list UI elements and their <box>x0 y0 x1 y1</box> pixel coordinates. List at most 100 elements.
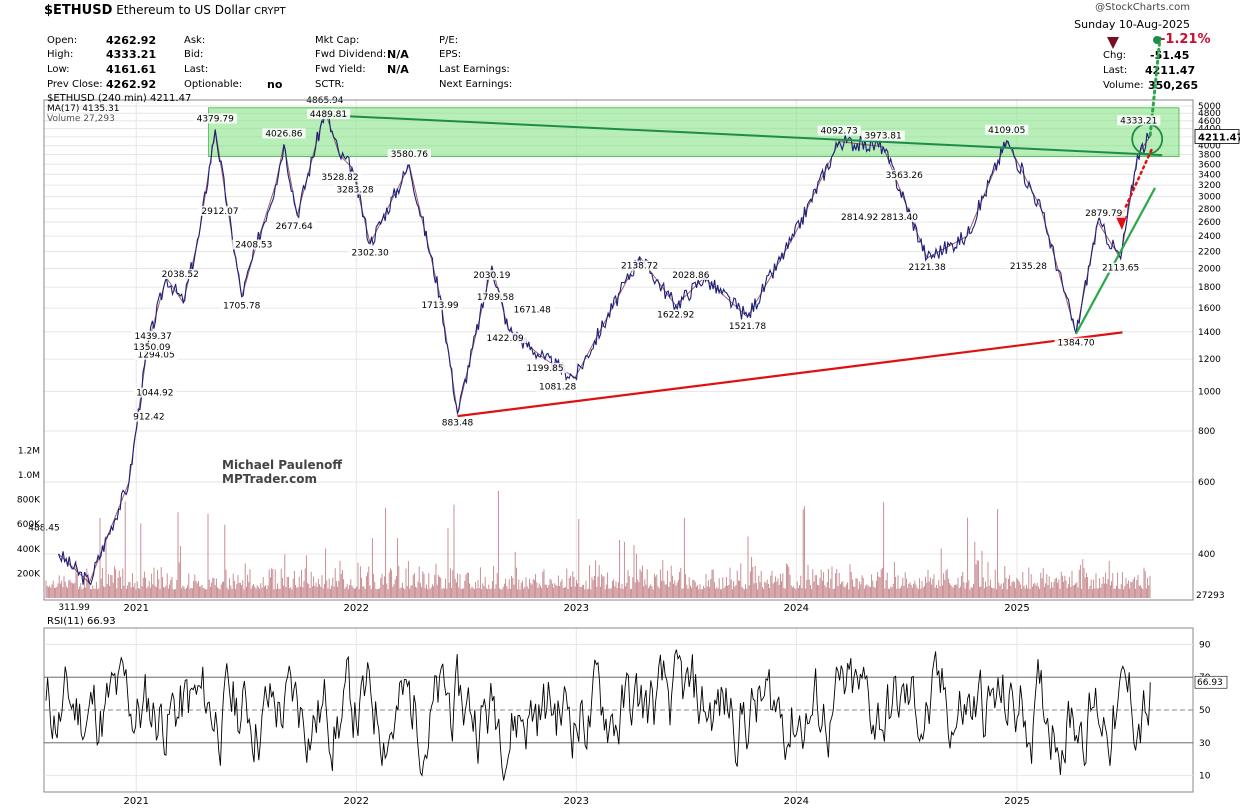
price-label-bg <box>418 299 462 310</box>
price-label: 1622.92 <box>657 311 694 321</box>
price-tick-label: 5000 <box>1198 102 1221 112</box>
price-label: 2038.52 <box>162 270 199 280</box>
price-tick-label: 4000 <box>1198 142 1221 152</box>
price-line <box>57 109 1151 586</box>
legend-ma: MA(17) 4135.31 <box>47 104 120 114</box>
price-label: 2138.72 <box>621 262 658 272</box>
price-tick-label: 4800 <box>1198 109 1221 119</box>
eps-label: EPS: <box>439 49 462 60</box>
price-label: 2135.28 <box>1010 262 1047 272</box>
symbol: $ETHUSD <box>44 3 113 18</box>
price-label-bg <box>262 128 306 139</box>
price-tick-label: 2400 <box>1198 232 1221 242</box>
price-label: 2113.65 <box>1102 264 1139 274</box>
price-label: 4333.21 <box>1120 116 1157 126</box>
price-label-bg <box>669 269 713 280</box>
x-tick-label: 2023 <box>564 603 589 614</box>
high-label: High: <box>47 49 74 60</box>
price-label: 311.99 <box>58 603 90 613</box>
price-label-bg <box>55 602 93 612</box>
price-tick-label: 3000 <box>1198 193 1221 203</box>
price-label-bg <box>198 205 242 216</box>
price-label: 2814.92 <box>841 213 878 223</box>
price-label-bg <box>861 130 905 141</box>
price-label: 2408.53 <box>235 241 272 251</box>
volume-bars <box>45 491 1151 598</box>
prevclose-value: 4262.92 <box>106 78 157 91</box>
last-earnings-label: Last Earnings: <box>439 64 510 75</box>
volume-tick-label: 200K <box>17 569 41 579</box>
price-label: 3973.81 <box>865 132 902 142</box>
rsi-label: RSI(11) 66.93 <box>47 616 116 627</box>
resistance-trendline <box>324 114 1163 157</box>
price-label: 2121.38 <box>909 263 946 273</box>
projection-down <box>1120 148 1153 217</box>
price-label: 1294.05 <box>138 351 175 361</box>
price-label: 4489.81 <box>310 110 347 120</box>
price-label: 4092.73 <box>821 127 858 137</box>
volume-value: 350,265 <box>1148 79 1199 92</box>
price-label-bg <box>333 184 377 195</box>
legend-volume: Volume 27,293 <box>47 114 115 124</box>
chart-title: $ETHUSD Ethereum to US Dollar CRYPT <box>44 3 286 18</box>
price-label-bg <box>220 300 264 311</box>
instrument-name: Ethereum to US Dollar <box>116 3 251 17</box>
price-label-bg <box>877 211 922 222</box>
rsi-line <box>45 649 1151 781</box>
fwddiv-label: Fwd Dividend: <box>315 49 387 60</box>
price-label-bg <box>1117 115 1161 126</box>
quote-date: Sunday 10-Aug-2025 <box>1074 18 1190 31</box>
x-tick-label-rsi: 2024 <box>784 796 809 807</box>
price-tick-label: 800 <box>1198 427 1215 437</box>
open-value: 4262.92 <box>106 34 157 47</box>
price-series <box>57 109 1151 586</box>
price-label-bg <box>318 171 362 182</box>
fwddiv-value: N/A <box>387 48 409 61</box>
axes: 400 600 800 1000 1200 1400 1600 1800 2000 2200 240… <box>17 99 1240 807</box>
price-label-bg <box>130 342 174 353</box>
price-label: 2912.07 <box>201 207 238 217</box>
price-label: 912.42 <box>133 413 165 423</box>
price-label: 3563.26 <box>886 171 923 181</box>
price-label: 1350.09 <box>133 343 170 353</box>
last-price-label: 4211.47 <box>1198 132 1240 143</box>
x-tick-label-rsi: 2021 <box>124 796 149 807</box>
chg-pct: -1.21% <box>1160 32 1211 47</box>
volume-label: Volume: <box>1103 80 1144 91</box>
price-label-bg <box>510 304 554 315</box>
rsi-tick-label: 30 <box>1199 739 1211 749</box>
chg-label: Chg: <box>1103 50 1127 61</box>
price-label-bg <box>272 220 316 231</box>
price-label-bg <box>483 332 527 343</box>
price-label-bg <box>523 363 567 374</box>
price-tick-label: 1200 <box>1198 355 1221 365</box>
rsi-tick-label: 10 <box>1199 772 1211 782</box>
price-label: 1439.37 <box>135 332 172 342</box>
price-label: 3283.28 <box>336 186 373 196</box>
price-label-bg <box>817 125 861 136</box>
ma-line <box>58 109 1150 584</box>
rsi-last-box <box>1194 675 1228 689</box>
watermark-name: Michael Paulenoff <box>222 458 343 472</box>
annotations <box>1107 36 1161 49</box>
credit[interactable]: @StockCharts.com <box>1095 2 1190 13</box>
low-label: Low: <box>47 64 70 75</box>
watermark-site: MPTrader.com <box>222 472 317 486</box>
price-label: 2302.30 <box>352 249 389 259</box>
price-label-bg <box>306 109 351 120</box>
price-label-bg <box>131 330 175 341</box>
trendlines <box>324 36 1164 418</box>
down-marker-icon <box>1107 37 1119 49</box>
mktcap-label: Mkt Cap: <box>315 35 360 46</box>
rsi-panel <box>44 643 1193 781</box>
optionable-label: Optionable: <box>184 79 243 90</box>
price-labels: 488.45311.99912.421044.921294.051350.091… <box>25 94 1161 613</box>
projection-up <box>1148 36 1162 137</box>
price-tick-label: 400 <box>1198 550 1215 560</box>
price-label-bg <box>1082 207 1126 218</box>
price-tick-label: 3400 <box>1198 170 1221 180</box>
price-label: 2677.64 <box>276 222 313 232</box>
price-label: 2879.79 <box>1085 209 1122 219</box>
high-value: 4333.21 <box>106 48 157 61</box>
volume-tick-label: 1.2M <box>18 446 40 456</box>
